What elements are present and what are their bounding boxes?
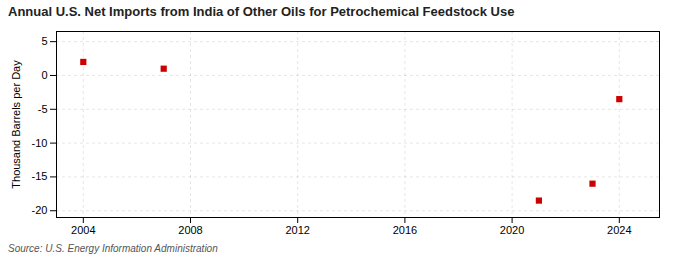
svg-text:0: 0: [41, 69, 47, 81]
svg-text:-15: -15: [32, 170, 48, 182]
svg-text:-20: -20: [32, 204, 48, 216]
svg-text:2008: 2008: [178, 224, 202, 236]
svg-text:2016: 2016: [393, 224, 417, 236]
svg-text:Thousand Barrels per Day: Thousand Barrels per Day: [10, 60, 22, 189]
svg-text:-10: -10: [32, 137, 48, 149]
svg-text:2012: 2012: [285, 224, 309, 236]
svg-text:2004: 2004: [71, 224, 95, 236]
html-text:Source: U.S. Energy Informatio: Source: U.S. Energy Information Administ…: [8, 243, 218, 254]
html-text:Annual U.S. Net Imports from I: Annual U.S. Net Imports from India of Ot…: [8, 4, 515, 19]
svg-text:2020: 2020: [500, 224, 524, 236]
svg-text:5: 5: [41, 35, 47, 47]
svg-text:2024: 2024: [607, 224, 631, 236]
svg-text:-5: -5: [38, 103, 48, 115]
